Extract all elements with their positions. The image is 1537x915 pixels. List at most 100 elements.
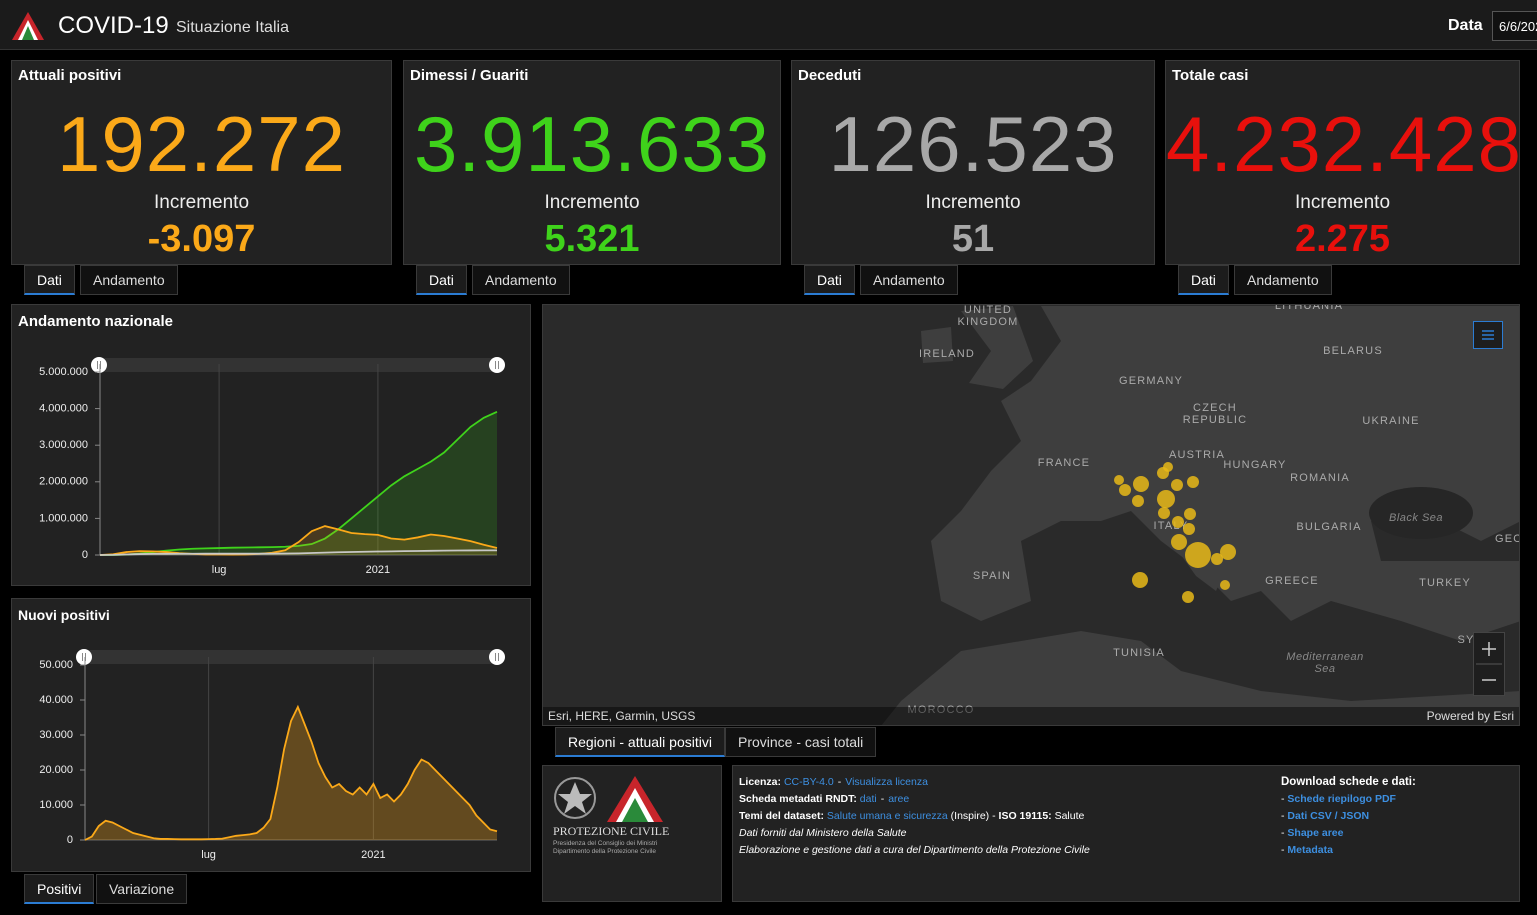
download-link[interactable]: Shape aree [1287,827,1344,839]
download-link[interactable]: Dati CSV / JSON [1287,810,1370,822]
map-bubble [1187,476,1199,488]
map-label: SY [1457,634,1475,646]
card-increment: -3.097 [147,218,256,260]
note: Elaborazione e gestione dati a cura del … [739,844,1090,856]
map-label: UNITED KINGDOM [957,304,1019,328]
attribution: Esri, HERE, Garmin, USGS [548,709,696,723]
chart-title: Nuovi positivi [18,607,110,623]
map-bubble [1157,490,1175,508]
map-label: TURKEY [1419,577,1471,589]
map-label: FRANCE [1037,457,1091,469]
date-value: 6/6/2021 [1499,19,1537,34]
map-bubble [1133,476,1149,492]
note: Dati forniti dal Ministero della Salute [739,827,907,839]
map[interactable]: UNITED KINGDOM IRELAND LITHUANIA BELARUS GER… [542,304,1520,726]
label: ISO 19115: [998,810,1052,822]
tab[interactable]: Regioni - attuali positivi [555,727,725,757]
card-increment-label: Incremento [544,192,640,213]
chart-title: Andamento nazionale [18,313,174,330]
map-label: UKRAINE [1362,415,1420,427]
tab[interactable]: Province - casi totali [725,727,877,757]
map-base [881,306,1519,725]
tab[interactable]: Andamento [472,265,570,295]
download-link[interactable]: Schede riepilogo PDF [1287,793,1396,805]
logo-panel: PROTEZIONE CIVILE Presidenza del Consigl… [542,765,722,902]
download-item: - Shape aree [1281,825,1416,842]
tab[interactable]: Andamento [1234,265,1332,295]
tab[interactable]: Positivi [24,874,95,904]
bullet: - [1281,844,1288,856]
stat-card: Deceduti 126.523 Incremento 51 [791,60,1155,265]
themes-row: Temi del dataset: Salute umana e sicurez… [739,808,1513,825]
map-bubble [1220,544,1236,560]
card-title: Deceduti [798,67,862,84]
header: COVID-19 Situazione Italia Data 6/6/2021 [0,0,1537,50]
map-bubble [1211,553,1223,565]
date-label: Data [1448,17,1483,34]
map-bubble [1158,507,1170,519]
tab[interactable]: Dati [804,265,855,295]
card-value: 3.913.633 [413,100,770,188]
map-label: GERMANY [1118,375,1184,387]
card-title: Dimessi / Guariti [410,67,529,84]
bullet: - [1281,810,1288,822]
map-bubble [1220,580,1230,590]
map-label: MOROCCO [907,704,975,716]
link[interactable]: CC-BY-4.0 [783,776,834,788]
download-item: - Dati CSV / JSON [1281,808,1416,825]
card-increment: 51 [951,218,995,260]
tab[interactable]: Andamento [860,265,958,295]
license-row: Licenza: CC-BY-4.0- Visualizza licenza [739,776,928,788]
map-bubble [1163,462,1173,472]
map-bubble [1182,591,1194,603]
list-icon [1482,330,1494,340]
link[interactable]: Salute umana e sicurezza [826,810,948,822]
link[interactable]: aree [888,793,910,805]
rndt-row: Scheda metadati RNDT: dati - aree [739,793,910,805]
map-label: TUNISIA [1113,647,1165,659]
tab[interactable]: Dati [416,265,467,295]
zoom-control [1473,632,1505,696]
map-label: Mediterranean Sea [1286,651,1364,675]
card-value: 4.232.428 [1166,100,1523,188]
logo-emblems [554,776,663,822]
text: Salute [1054,810,1085,822]
map-bubble [1183,523,1195,535]
card-title: Totale casi [1172,67,1249,84]
map-label: BELARUS [1323,345,1383,357]
map-label: LITHUANIA [1274,304,1344,312]
map-label: AUSTRIA [1168,449,1226,461]
tab[interactable]: Variazione [96,874,188,904]
link[interactable]: Visualizza licenza [845,776,928,788]
map-bubble [1119,484,1131,496]
label: Scheda metadati RNDT: [739,793,857,805]
map-label: BULGARIA [1296,521,1362,533]
download-item: - Metadata [1281,842,1416,859]
card-increment: 2.275 [1294,218,1391,260]
map-bubble [1171,479,1183,491]
map-bubble [1132,572,1148,588]
map-label: IRELAND [918,348,976,360]
card-increment-label: Incremento [1294,192,1391,213]
map-label: SPAIN [972,570,1012,582]
map-bubble [1172,516,1184,528]
logo-line: Dipartimento della Protezione Civile [553,848,656,855]
chart-panel: Andamento nazionale [11,304,531,586]
tab[interactable]: Dati [24,265,75,295]
map-label: ROMANIA [1290,472,1350,484]
tab[interactable]: Dati [1178,265,1229,295]
bullet: - [1281,793,1288,805]
label: Licenza: [739,776,782,788]
stat-card: Attuali positivi 192.272 Incremento -3.097 [11,60,392,265]
download-link[interactable]: Metadata [1287,844,1333,856]
link[interactable]: dati [859,793,877,805]
legend-button[interactable] [1473,321,1503,349]
card-increment: 5.321 [544,218,640,260]
date-input[interactable]: 6/6/2021 [1492,11,1537,41]
app-logo [12,12,44,40]
stat-card: Dimessi / Guariti 3.913.633 Incremento 5.32… [403,60,781,265]
tab[interactable]: Andamento [80,265,178,295]
zoom-icons[interactable] [1474,633,1504,695]
map-label: GEO [1494,533,1519,545]
